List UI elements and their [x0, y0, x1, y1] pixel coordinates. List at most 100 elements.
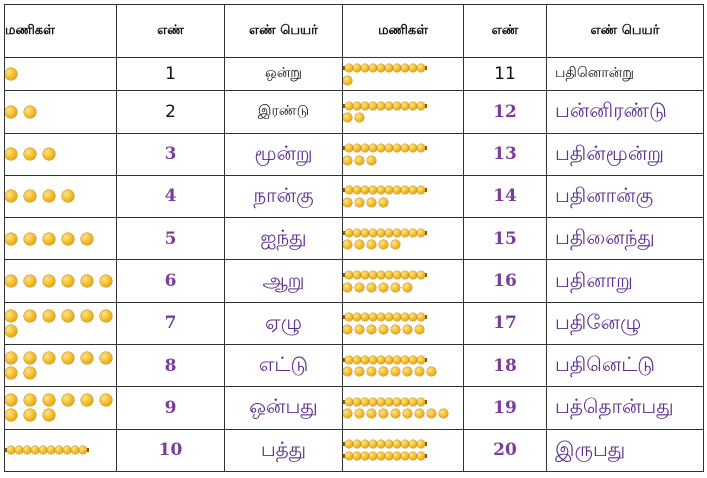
number-value-right: 14 [463, 174, 547, 219]
header-number-2: எண் [463, 4, 547, 58]
bead-rod-icon [343, 355, 463, 364]
bead-icon [355, 367, 364, 377]
bead-icon [24, 367, 36, 380]
bead-cell-left [4, 217, 117, 261]
bead-icon [62, 309, 74, 322]
bead-icon [43, 190, 55, 203]
bead-cell-left [4, 174, 117, 219]
table-row: 5 ஐந்து 15 பதினைந்து [4, 217, 704, 261]
number-name-right: பதின்மூன்று [546, 132, 704, 176]
bead-icon [379, 282, 388, 292]
number-value-right: 15 [463, 217, 547, 261]
bead-icon [343, 197, 352, 207]
bead-icon [367, 324, 376, 334]
bead-icon [100, 352, 112, 365]
number-value: 7 [116, 301, 225, 346]
bead-icon [403, 409, 412, 419]
bead-icon [355, 324, 364, 334]
bead-icon [81, 309, 93, 322]
bead-icon [43, 275, 55, 288]
bead-icon [24, 232, 36, 245]
number-value: 3 [116, 132, 225, 176]
bead-icon [367, 409, 376, 419]
table-row: 8 எட்டு 18 பதினெட்டு [4, 344, 704, 388]
number-name-right: பதினெட்டு [546, 344, 704, 388]
bead-cell-right [342, 56, 464, 92]
number-names-table: மணிகள் எண் எண் பெயர் மணிகள் எண் எண் பெயர… [4, 4, 704, 473]
bead-cell-right [342, 428, 464, 473]
bead-cell-right [342, 132, 464, 176]
bead-icon [391, 240, 400, 250]
bead-icon [343, 409, 352, 419]
bead-icon [43, 394, 55, 407]
table-row: 10 பத்து 20 இருபது [4, 428, 704, 473]
table-row: 7 ஏழு 17 பதினேழு [4, 301, 704, 346]
number-value-right: 17 [463, 301, 547, 346]
bead-icon [100, 275, 112, 288]
number-value: 1 [116, 56, 225, 92]
number-value: 9 [116, 386, 225, 430]
bead-cell-left [4, 259, 117, 303]
bead-cell-right [342, 259, 464, 303]
bead-icon [62, 232, 74, 245]
number-value: 6 [116, 259, 225, 303]
bead-icon [43, 232, 55, 245]
bead-icon [367, 367, 376, 377]
number-name: மூன்று [224, 132, 343, 176]
header-row: மணிகள் எண் எண் பெயர் மணிகள் எண் எண் பெயர… [4, 4, 704, 58]
bead-icon [403, 324, 412, 334]
bead-icon [24, 148, 36, 161]
bead-icon [391, 324, 400, 334]
bead-icon [379, 367, 388, 377]
bead-icon [5, 68, 17, 81]
bead-icon [24, 352, 36, 365]
bead-icon [5, 148, 17, 161]
bead-icon [439, 409, 448, 419]
bead-icon [355, 240, 364, 250]
bead-icon [343, 75, 352, 85]
bead-icon [415, 367, 424, 377]
header-name: எண் பெயர் [224, 4, 343, 58]
number-value-right: 18 [463, 344, 547, 388]
bead-rod-icon [5, 446, 116, 455]
bead-icon [81, 352, 93, 365]
bead-icon [355, 197, 364, 207]
number-value: 8 [116, 344, 225, 388]
bead-icon [427, 409, 436, 419]
bead-icon [24, 105, 36, 118]
bead-icon [5, 232, 17, 245]
bead-icon [81, 275, 93, 288]
bead-icon [100, 309, 112, 322]
bead-icon [403, 282, 412, 292]
bead-icon [5, 105, 17, 118]
number-value-right: 19 [463, 386, 547, 430]
number-name: ஏழு [224, 301, 343, 346]
bead-rod-icon [343, 452, 463, 461]
bead-icon [391, 282, 400, 292]
bead-icon [415, 324, 424, 334]
number-value-right: 20 [463, 428, 547, 473]
header-beads-2: மணிகள் [342, 4, 464, 58]
bead-cell-left [4, 90, 117, 134]
number-name: ஒன்பது [224, 386, 343, 430]
bead-icon [24, 309, 36, 322]
bead-icon [355, 113, 364, 123]
bead-icon [62, 275, 74, 288]
bead-icon [81, 232, 93, 245]
number-value-right: 13 [463, 132, 547, 176]
number-name-right: பதினைந்து [546, 217, 704, 261]
bead-icon [43, 409, 55, 422]
bead-cell-left [4, 386, 117, 430]
bead-icon [343, 155, 352, 165]
bead-icon [379, 409, 388, 419]
bead-icon [367, 282, 376, 292]
bead-rod-icon [343, 313, 463, 322]
number-value: 4 [116, 174, 225, 219]
bead-icon [343, 113, 352, 123]
bead-icon [5, 367, 17, 380]
bead-icon [24, 190, 36, 203]
bead-icon [81, 394, 93, 407]
bead-icon [5, 352, 17, 365]
bead-icon [62, 190, 74, 203]
bead-rod-icon [343, 144, 463, 153]
